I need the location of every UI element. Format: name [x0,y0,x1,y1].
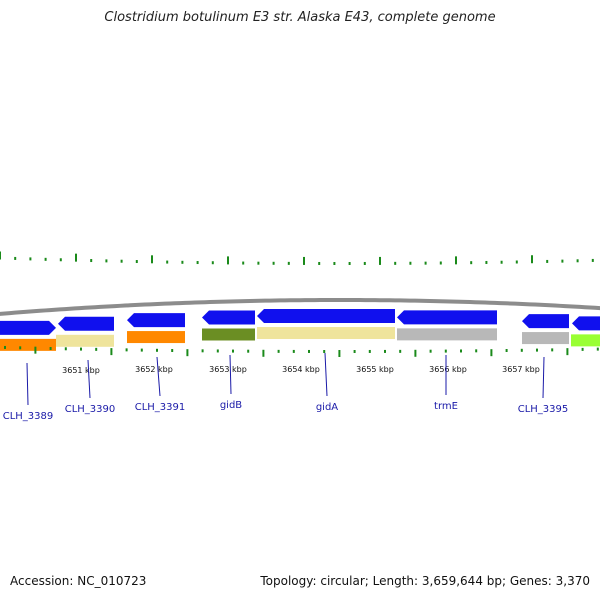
cds-track [0,309,600,335]
gene-leader-line [156,356,161,397]
cds-arrow [397,310,497,325]
gene-label-gidA[interactable]: gidA [316,402,338,413]
scale-label: 3655 kbp [356,365,394,374]
page-title: Clostridium botulinum E3 str. Alaska E43… [104,10,496,25]
scale-label: 3653 kbp [209,365,247,374]
gene-label-lines [26,352,545,406]
accession-label: Accession: NC_010723 [10,574,147,588]
cds-arrow [202,310,255,325]
gene-label-trmE[interactable]: trmE [434,401,458,412]
feature-segment [127,331,185,344]
feature-segment [397,328,497,341]
genome-stats: Topology: circular; Length: 3,659,644 bp… [260,574,590,588]
scale-label: 3654 kbp [282,365,320,374]
gene-leader-line [324,352,328,397]
feature-color-track [0,327,600,351]
scale-labels: 3651 kbp 3652 kbp 3653 kbp 3654 kbp 3655 kbp… [62,365,540,375]
gene-leader-line [542,356,545,399]
feature-segment [522,332,569,345]
lower-tick-track [4,345,599,357]
genome-backbone [0,298,600,316]
feature-segment [56,334,114,347]
cds-arrow [522,314,569,329]
scale-label: 3651 kbp [62,366,100,375]
cds-arrow [257,309,395,324]
feature-segment [202,328,255,341]
gene-leader-line [87,359,91,399]
scale-label: 3657 kbp [502,365,540,374]
cds-arrow [572,316,600,331]
gene-label-CLH_3390[interactable]: CLH_3390 [65,404,116,415]
cds-arrow [127,313,185,328]
scale-label: 3652 kbp [135,365,173,374]
gene-label-CLH_3391[interactable]: CLH_3391 [135,402,186,413]
gene-label-gidB[interactable]: gidB [220,400,242,411]
feature-segment [0,338,56,351]
feature-segment [257,327,395,340]
cds-arrow [0,320,56,335]
gene-labels: CLH_3389 CLH_3390 CLH_3391 gidB gidA trmE CLH_… [3,400,569,422]
gc-content-ticks [0,251,594,265]
cds-arrow [58,316,114,331]
scale-label: 3656 kbp [429,365,467,374]
gene-leader-line [229,354,232,395]
gene-leader-line [26,362,29,406]
gene-label-CLH_3389[interactable]: CLH_3389 [3,411,54,422]
feature-segment [571,334,600,347]
gene-label-CLH_3395[interactable]: CLH_3395 [518,404,569,415]
